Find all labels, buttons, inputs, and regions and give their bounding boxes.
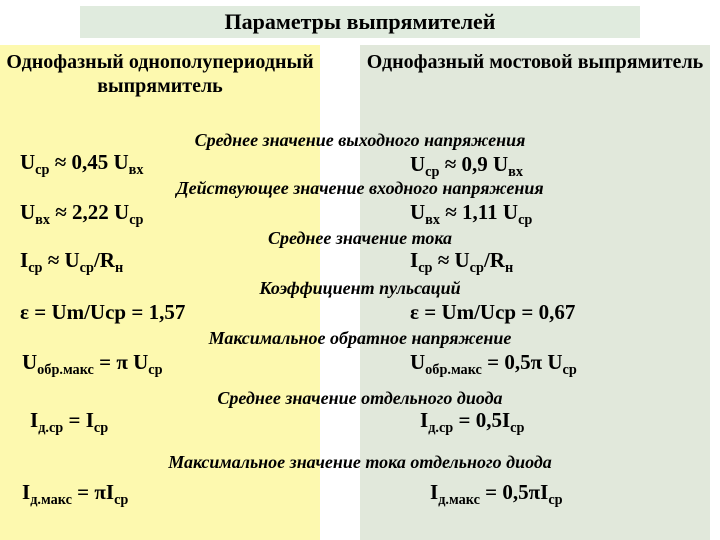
- section-label-6: Среднее значение отдельного диода: [0, 388, 720, 409]
- right-formula-6: Iд.ср = 0,5Iср: [420, 408, 524, 437]
- left-formula-3: Iср ≈ Uср/Rн: [20, 248, 123, 277]
- title-text: Параметры выпрямителей: [225, 9, 496, 35]
- right-column-header: Однофазный мостовой выпрямитель: [360, 45, 710, 77]
- section-label-3: Среднее значение тока: [0, 228, 720, 249]
- right-formula-5: Uобр.макс = 0,5π Uср: [410, 350, 577, 379]
- right-formula-7: Iд.макс = 0,5πIср: [430, 480, 563, 509]
- section-label-5: Максимальное обратное напряжение: [0, 328, 720, 349]
- section-label-1: Среднее значение выходного напряжения: [0, 130, 720, 151]
- right-formula-3: Iср ≈ Uср/Rн: [410, 248, 513, 277]
- right-formula-4: ε = Um/Uср = 0,67: [410, 300, 575, 325]
- section-label-4: Коэффициент пульсаций: [0, 278, 720, 299]
- page-title: Параметры выпрямителей: [80, 6, 640, 38]
- left-formula-5: Uобр.макс = π Uср: [22, 350, 163, 379]
- section-label-7: Максимальное значение тока отдельного ди…: [0, 452, 720, 473]
- left-formula-4: ε = Um/Uср = 1,57: [20, 300, 185, 325]
- left-formula-6: Iд.ср = Iср: [30, 408, 108, 437]
- left-formula-2: Uвх ≈ 2,22 Uср: [20, 200, 144, 229]
- right-formula-1: Uср ≈ 0,9 Uвх: [410, 152, 523, 181]
- left-formula-1: Uср ≈ 0,45 Uвх: [20, 150, 144, 179]
- right-formula-2: Uвх ≈ 1,11 Uср: [410, 200, 532, 229]
- section-label-2: Действующее значение входного напряжения: [0, 178, 720, 199]
- left-column-header: Однофазный однополупериодный выпрямитель: [0, 45, 320, 100]
- left-formula-7: Iд.макс = πIср: [22, 480, 128, 509]
